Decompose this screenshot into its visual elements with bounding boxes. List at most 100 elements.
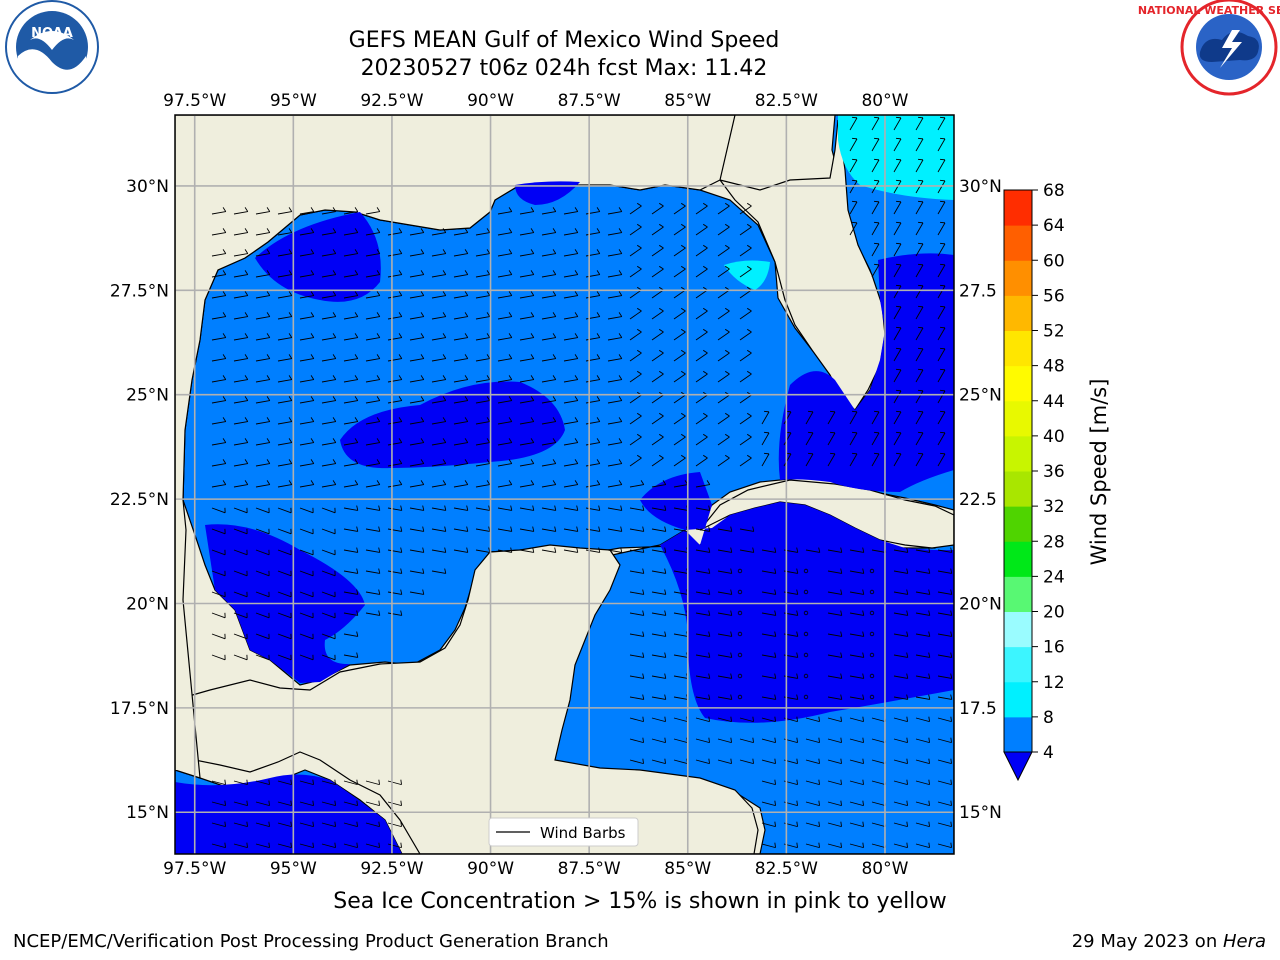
wind-barb-72	[893, 221, 902, 236]
wind-barb-443	[585, 505, 601, 511]
wind-barb-89	[519, 249, 535, 257]
mexico-land	[175, 115, 736, 779]
wind-barb-553	[827, 589, 843, 595]
wind-barb-673	[651, 737, 666, 744]
wind-barb-97	[695, 244, 708, 257]
wind-barb-204	[541, 333, 557, 341]
wind-barb-199	[431, 333, 447, 341]
wind-barb-266	[673, 370, 686, 383]
wind-barb-759	[277, 842, 292, 849]
wind-barb-250	[321, 375, 337, 383]
wind-barb-132	[937, 263, 946, 278]
wind-barb-718	[915, 779, 930, 786]
wind-barb-328	[805, 410, 814, 425]
wind-barb-19	[937, 179, 946, 194]
lat-tick-right-4: 25°N	[959, 386, 1002, 406]
wind-barb-409	[343, 480, 359, 488]
wind-barb-375	[343, 459, 359, 467]
wind-barb-352	[585, 438, 601, 446]
wind-barb-56	[453, 228, 469, 236]
wind-barb-413	[431, 480, 447, 488]
wind-barb-30	[541, 207, 557, 215]
wind-barb-390	[673, 454, 686, 467]
wind-barb-12	[893, 158, 902, 173]
wind-barb-8	[915, 137, 924, 152]
wind-barb-364	[849, 431, 858, 446]
calm-zone-central-gulf	[340, 381, 565, 469]
wind-barb-168	[365, 312, 381, 320]
wind-barb-384	[541, 459, 557, 467]
wind-barb-334	[937, 410, 946, 425]
wind-barb-398	[849, 452, 858, 467]
wind-barb-515	[365, 568, 381, 574]
colorbar-segment-2	[1004, 646, 1032, 683]
wind-barb-66	[673, 223, 686, 236]
wind-barb-742	[299, 821, 314, 828]
wind-barb-603	[915, 631, 931, 637]
wind-barb-137	[299, 291, 315, 299]
wind-barb-60	[541, 228, 557, 236]
wind-barb-374	[321, 459, 337, 467]
calm-zone-caribbean	[640, 472, 954, 723]
wind-barb-314	[497, 417, 513, 425]
wind-barb-449	[211, 528, 226, 535]
wind-barb-465	[563, 526, 579, 532]
wind-barb-102	[915, 242, 924, 257]
wind-barb-393	[739, 454, 752, 467]
wind-barb-511	[277, 570, 292, 577]
wind-barb-181	[651, 307, 664, 320]
map-area	[175, 115, 954, 854]
wind-barb-387	[607, 459, 623, 467]
wind-barb-323	[695, 412, 708, 425]
wind-barb-5	[849, 137, 858, 152]
wind-barb-84	[409, 249, 425, 257]
wind-barb-14	[937, 158, 946, 173]
colorbar-segment-0	[1004, 716, 1032, 753]
wind-barb-274	[233, 396, 249, 404]
wind-barb-607	[255, 654, 270, 661]
colorbar-tick-15: 64	[1043, 216, 1065, 236]
wind-barb-20	[211, 207, 227, 215]
wind-barb-554	[849, 589, 865, 595]
wind-barb-760	[299, 842, 314, 849]
calm-marker-623	[869, 652, 875, 658]
wind-barb-489	[541, 547, 557, 553]
wind-barb-286	[497, 396, 513, 404]
wind-barb-124	[651, 265, 664, 278]
wind-barb-125	[673, 265, 686, 278]
wind-barb-171	[431, 312, 447, 320]
colorbar-tick-14: 60	[1043, 251, 1065, 271]
colorbar-tick-13: 56	[1043, 286, 1065, 306]
wind-barb-408	[321, 480, 337, 488]
wind-barb-130	[893, 263, 902, 278]
wind-barb-111	[365, 270, 381, 278]
wind-barb-268	[717, 370, 730, 383]
wind-barb-220	[277, 354, 293, 362]
calm-zone-north	[515, 181, 580, 205]
wind-barb-285	[475, 396, 491, 404]
wind-barb-333	[915, 410, 924, 425]
lon-tick-top-0: 97.5°W	[163, 91, 226, 111]
colorbar-tick-12: 52	[1043, 322, 1065, 342]
wind-barb-153	[651, 286, 664, 299]
wind-barb-280	[365, 396, 381, 404]
wind-barb-563	[299, 612, 314, 619]
wind-barb-256	[453, 375, 469, 383]
wind-barb-773	[937, 842, 952, 849]
wind-barb-91	[563, 249, 579, 257]
wind-barb-700	[915, 758, 930, 765]
wind-barb-418	[541, 480, 557, 488]
wind-barb-637	[849, 673, 865, 679]
wind-barb-51	[343, 228, 359, 236]
wind-barb-87	[475, 249, 491, 257]
wind-barb-29	[519, 207, 535, 215]
lon-tick-bottom-7: 80°W	[861, 859, 908, 879]
wind-barb-345	[431, 438, 447, 446]
colorbar-segment-13	[1004, 260, 1032, 296]
wind-barb-427	[233, 507, 248, 514]
wind-barb-432	[343, 505, 359, 511]
wind-barb-561	[255, 612, 270, 619]
wind-barb-502	[827, 547, 843, 553]
wind-barb-677	[739, 737, 754, 744]
wind-barb-369	[211, 459, 227, 467]
